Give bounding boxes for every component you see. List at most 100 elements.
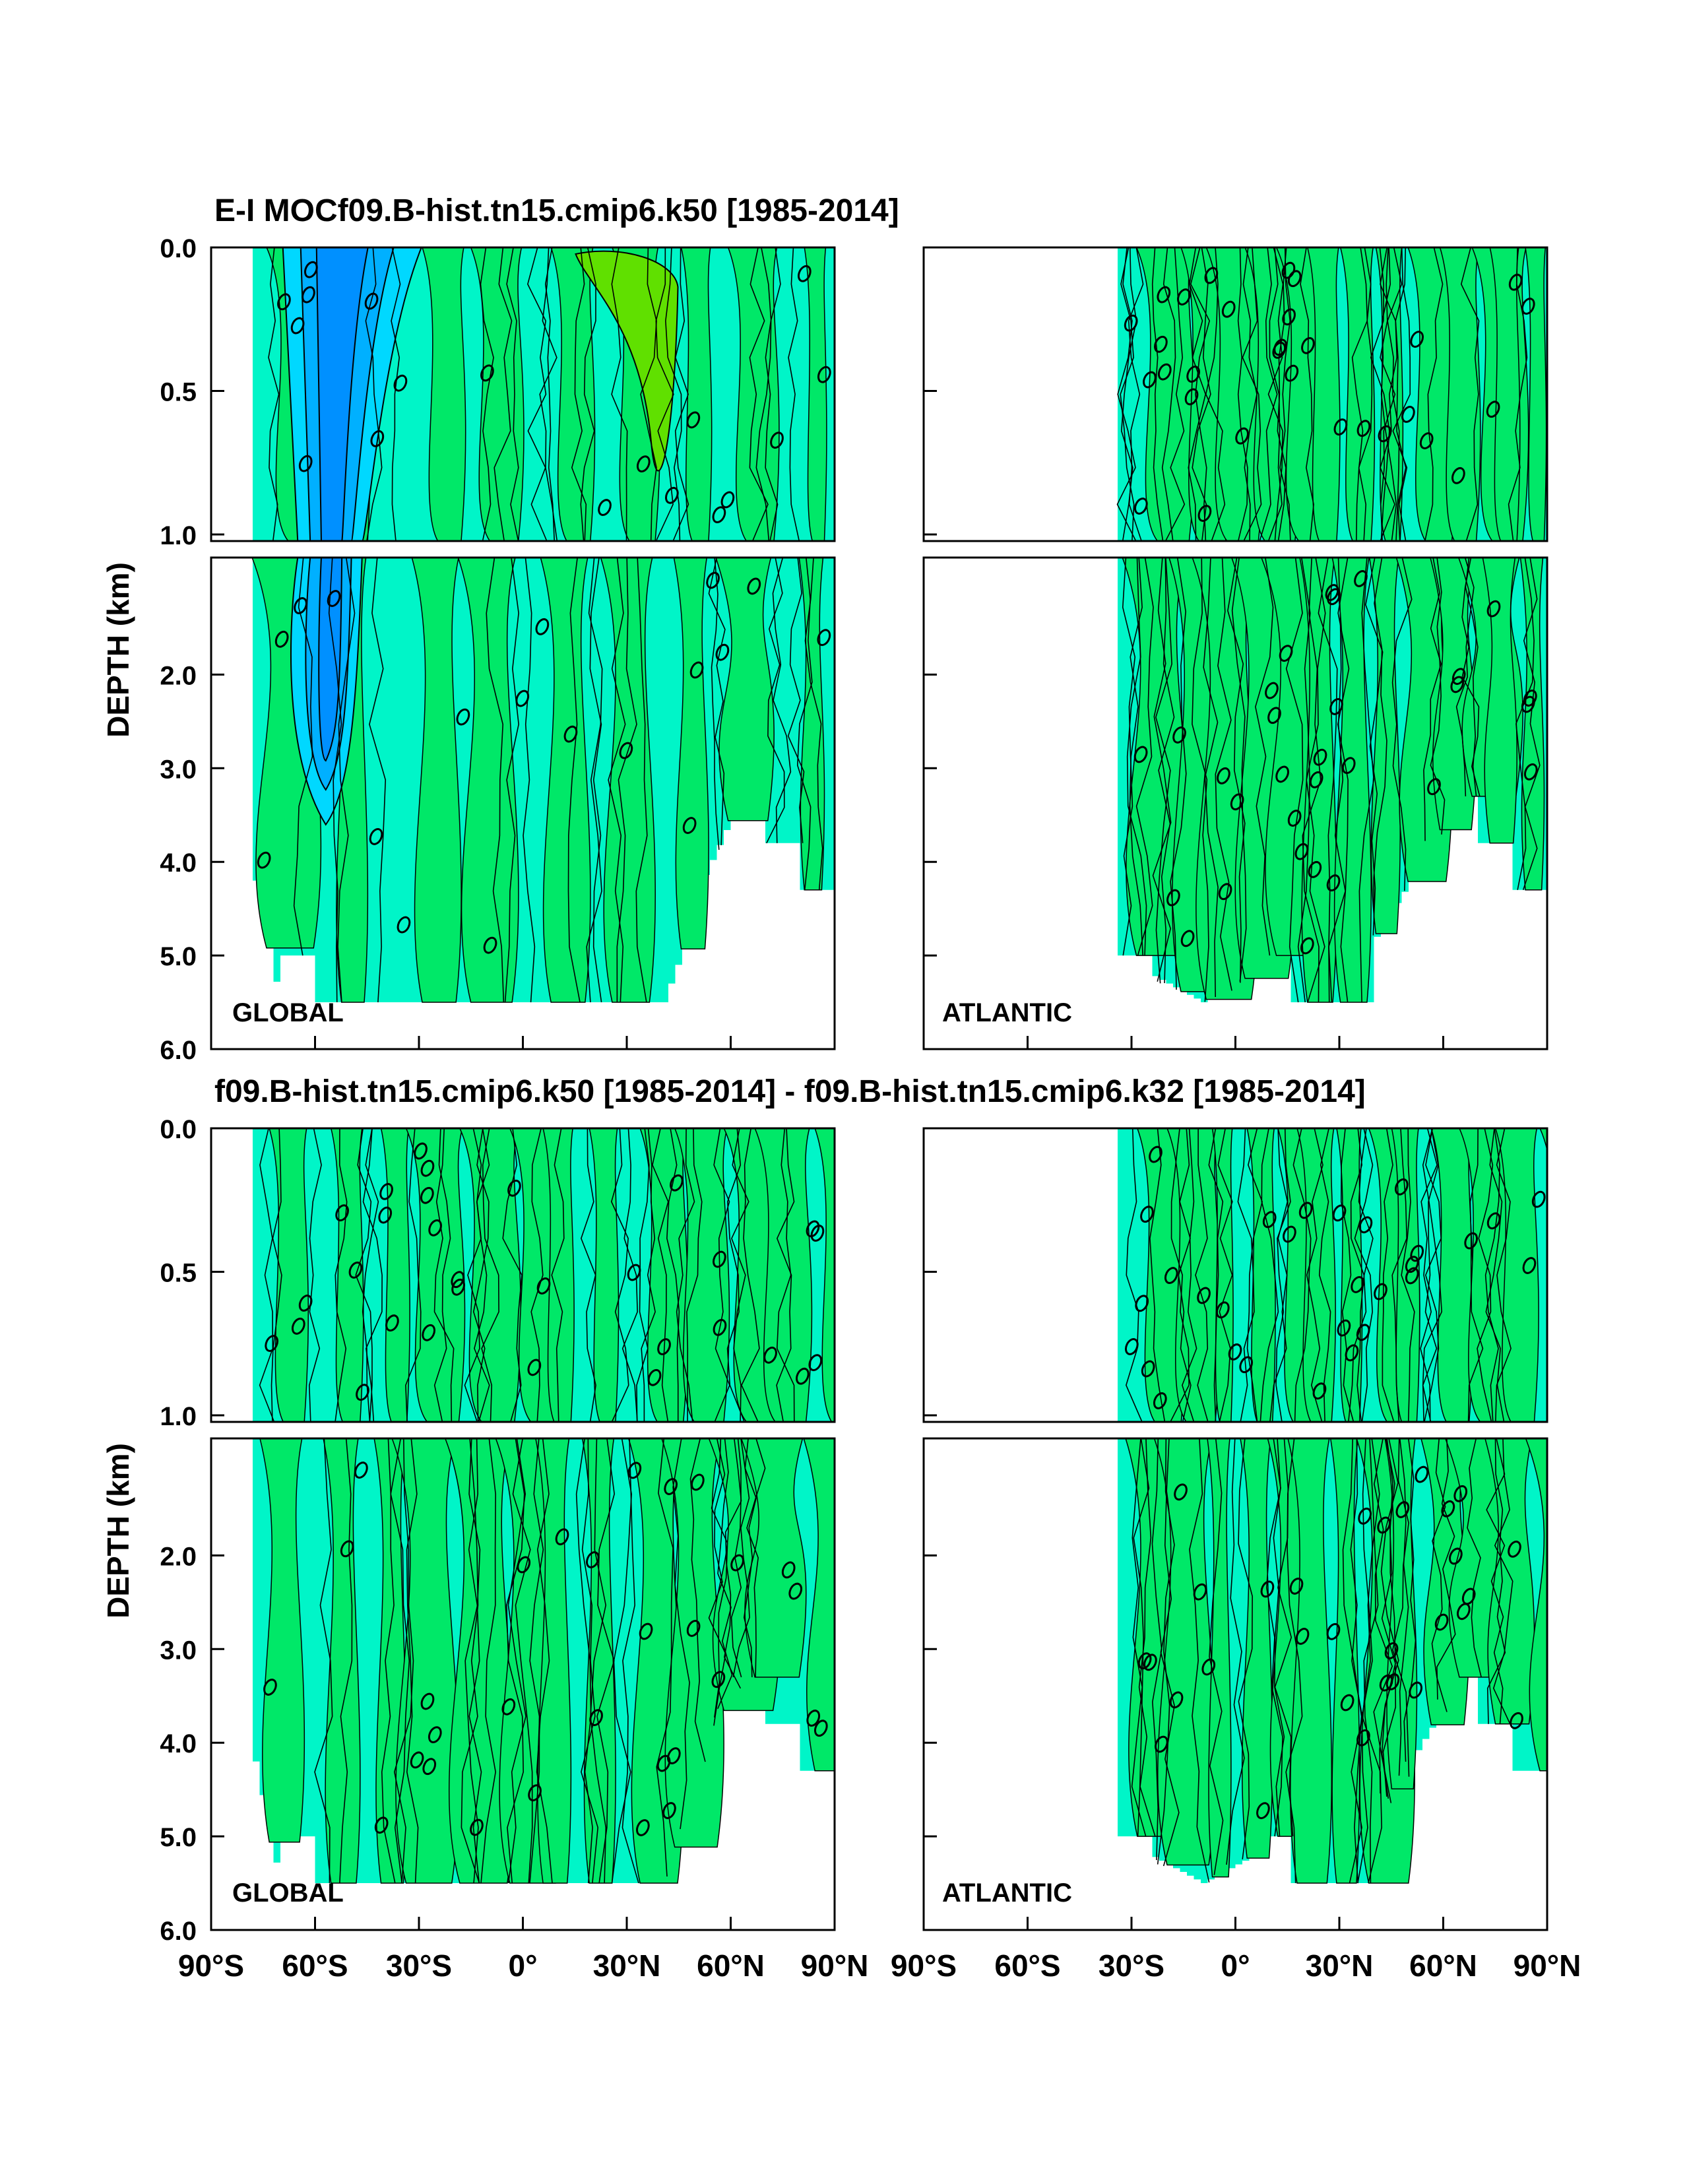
- zero-contour-label: [327, 590, 341, 607]
- zero-contour-label: [298, 455, 313, 472]
- contour-band: [1135, 247, 1196, 541]
- contour-line: [337, 558, 356, 1003]
- region-label-global-bottom: GLOBAL: [232, 1879, 344, 1908]
- zero-contour-label: [817, 366, 831, 383]
- contour-band: [269, 1128, 309, 1422]
- zero-contour-label: [1285, 364, 1299, 382]
- contour-line: [788, 247, 800, 541]
- contour-line: [504, 558, 519, 1003]
- zero-contour-label: [1137, 1652, 1152, 1670]
- zero-contour-label: [1133, 746, 1148, 763]
- zero-contour-label: [1287, 270, 1302, 288]
- zero-contour-label: [1133, 498, 1148, 515]
- zero-contour-label: [797, 265, 812, 282]
- zero-contour-label: [1508, 1540, 1521, 1558]
- contour-line: [1508, 247, 1528, 541]
- contour-line: [1279, 247, 1291, 541]
- zero-contour-label: [527, 1359, 542, 1376]
- contour-line: [1387, 247, 1403, 541]
- zero-contour-label: [428, 1726, 442, 1744]
- zero-contour-label: [1341, 757, 1356, 775]
- zero-contour-label: [1531, 1190, 1546, 1208]
- contour-line: [1203, 558, 1219, 997]
- y-tick-label: 4.0: [160, 1729, 197, 1758]
- contour-band: [422, 247, 466, 541]
- contour-band: [1484, 1438, 1535, 1725]
- contour-line: [1357, 1438, 1373, 1884]
- contour-line: [1436, 1438, 1456, 1700]
- x-tick-label: 30°S: [1099, 1948, 1164, 1983]
- contour-band: [259, 1438, 305, 1843]
- zero-contour-label: [1197, 505, 1212, 522]
- zero-contour-label: [379, 1182, 393, 1200]
- contour-line: [711, 558, 720, 851]
- zero-contour-label: [770, 432, 784, 449]
- contour-line: [787, 558, 805, 843]
- contour-line: [765, 247, 781, 541]
- zero-contour-label: [788, 1582, 803, 1600]
- contour-line: [1151, 247, 1164, 541]
- y-tick-label: 6.0: [160, 1917, 197, 1946]
- zero-contour-label: [515, 690, 530, 707]
- contour-line: [1138, 1438, 1156, 1837]
- zero-contour-label: [1453, 1485, 1468, 1502]
- x-tick-label: 30°N: [593, 1948, 661, 1983]
- zero-contour-label: [1287, 810, 1302, 827]
- zero-contour-label: [1124, 1338, 1139, 1355]
- zero-contour-label: [298, 1295, 313, 1312]
- contour-line: [1135, 558, 1154, 956]
- zero-contour-label: [1523, 763, 1538, 781]
- contour-line: [1292, 1128, 1312, 1422]
- y-tick-label: 0.0: [160, 1115, 197, 1144]
- zero-contour-label: [385, 1314, 399, 1332]
- zero-contour-label: [1379, 1674, 1393, 1692]
- zero-contour-label: [1486, 600, 1501, 618]
- x-tick-label: 90°N: [1514, 1948, 1581, 1983]
- zero-contour-label: [1451, 668, 1466, 686]
- contour-line: [1242, 247, 1258, 541]
- zero-contour-label: [1218, 883, 1232, 901]
- contour-band: [1329, 1438, 1360, 1884]
- contour-line: [1354, 1128, 1374, 1422]
- zero-contour-label: [1221, 300, 1236, 318]
- contour-line: [369, 558, 387, 1003]
- contour-line: [1149, 1128, 1166, 1422]
- contour-line: [506, 247, 519, 541]
- contour-line: [1227, 558, 1246, 983]
- contour-line: [1190, 247, 1211, 541]
- contour-line: [1422, 1128, 1443, 1422]
- zero-contour-label: [662, 1802, 676, 1819]
- zero-contour-label: [483, 936, 497, 954]
- zero-contour-label: [711, 1671, 726, 1688]
- contour-line: [1267, 247, 1283, 541]
- contour-line: [672, 247, 689, 541]
- zero-contour-label: [1340, 1694, 1354, 1712]
- contour-line: [1192, 558, 1209, 1002]
- contour-line: [581, 1128, 596, 1422]
- zero-contour-label: [1272, 341, 1287, 359]
- zero-contour-label: [713, 1250, 726, 1268]
- contour-band: [804, 247, 827, 541]
- y-axis-label-top: DEPTH (km): [101, 562, 135, 738]
- contour-line: [621, 1128, 638, 1422]
- contour-band: [1494, 1128, 1539, 1422]
- zero-contour-label: [1197, 1287, 1211, 1304]
- contour-line: [433, 1128, 455, 1422]
- contour-line: [1302, 558, 1322, 1003]
- contour-line: [1424, 247, 1444, 541]
- contour-line: [610, 1128, 629, 1422]
- zero-contour-label: [1204, 267, 1219, 284]
- zero-contour-label: [1434, 1613, 1449, 1631]
- zero-contour-label: [304, 261, 318, 278]
- contour-line: [391, 247, 401, 541]
- contour-line: [676, 1128, 695, 1422]
- contour-line: [1455, 558, 1475, 796]
- contour-line: [755, 247, 772, 541]
- contour-line: [1259, 1128, 1279, 1422]
- contour-line: [506, 1438, 525, 1884]
- contour-lines-atlantic-bottom-upper: [1124, 1128, 1546, 1422]
- y-axis-label-bottom: DEPTH (km): [101, 1443, 135, 1619]
- contour-line: [641, 1128, 656, 1422]
- contour-line: [1382, 1438, 1397, 1797]
- zero-contour-label: [817, 629, 831, 647]
